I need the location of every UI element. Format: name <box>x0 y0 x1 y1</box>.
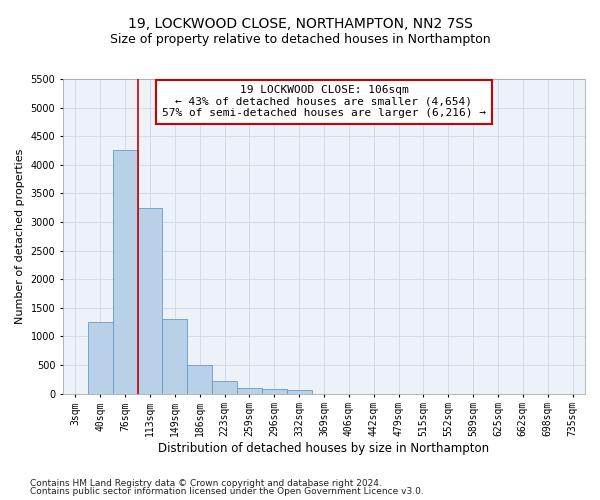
Text: 19, LOCKWOOD CLOSE, NORTHAMPTON, NN2 7SS: 19, LOCKWOOD CLOSE, NORTHAMPTON, NN2 7SS <box>128 18 472 32</box>
Y-axis label: Number of detached properties: Number of detached properties <box>15 148 25 324</box>
X-axis label: Distribution of detached houses by size in Northampton: Distribution of detached houses by size … <box>158 442 490 455</box>
Bar <box>287 390 311 394</box>
Text: Size of property relative to detached houses in Northampton: Size of property relative to detached ho… <box>110 32 490 46</box>
Bar <box>113 150 137 394</box>
Bar <box>88 322 113 394</box>
Text: 19 LOCKWOOD CLOSE: 106sqm
← 43% of detached houses are smaller (4,654)
57% of se: 19 LOCKWOOD CLOSE: 106sqm ← 43% of detac… <box>162 86 486 118</box>
Bar <box>212 381 237 394</box>
Bar <box>163 319 187 394</box>
Bar <box>237 388 262 394</box>
Bar <box>137 208 163 394</box>
Bar <box>262 389 287 394</box>
Text: Contains HM Land Registry data © Crown copyright and database right 2024.: Contains HM Land Registry data © Crown c… <box>30 478 382 488</box>
Text: Contains public sector information licensed under the Open Government Licence v3: Contains public sector information licen… <box>30 487 424 496</box>
Bar <box>187 365 212 394</box>
